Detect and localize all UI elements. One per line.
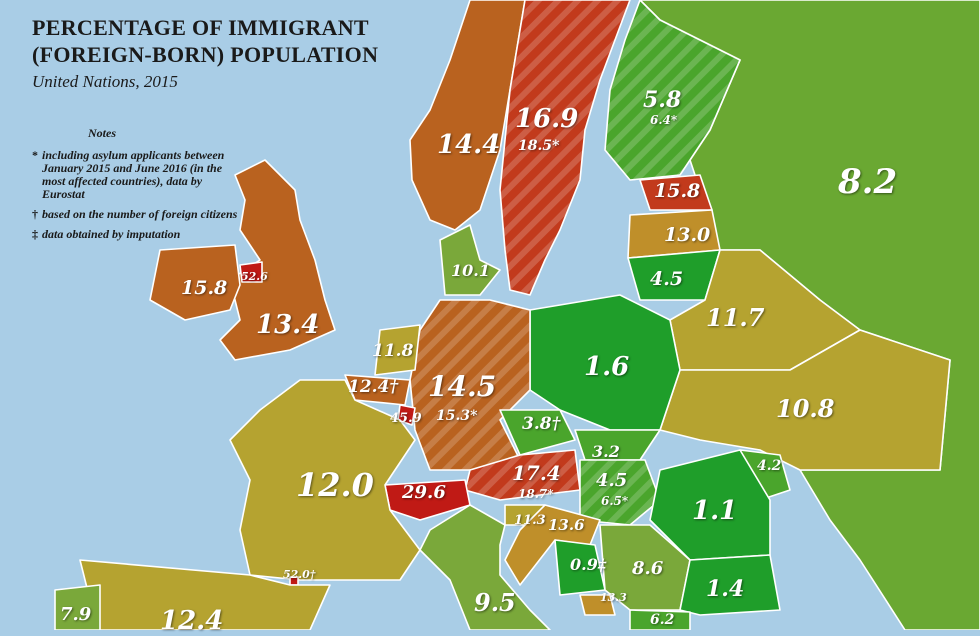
note-item: ‡ data obtained by imputation xyxy=(32,228,242,241)
map-title-line-2: (FOREIGN-BORN) POPULATION xyxy=(32,42,379,67)
label-montenegro: 13.3 xyxy=(600,591,627,604)
label-bulgaria: 1.4 xyxy=(706,576,745,602)
label-uk: 13.4 xyxy=(256,310,320,340)
label-ireland: 15.8 xyxy=(181,277,228,299)
label-spain: 12.4 xyxy=(160,606,224,636)
note-symbol: ‡ xyxy=(32,227,38,241)
region-luxembourg xyxy=(397,404,416,426)
region-northern-ireland xyxy=(239,261,263,283)
region-ireland xyxy=(149,244,241,321)
title-block: PERCENTAGE OF IMMIGRANT (FOREIGN-BORN) P… xyxy=(32,14,432,92)
label-hungary-asylum: 6.5* xyxy=(601,494,629,508)
label-finland: 5.8 xyxy=(643,87,682,113)
label-romania: 1.1 xyxy=(692,496,738,526)
label-germany: 14.5 xyxy=(428,370,497,403)
label-russia: 8.2 xyxy=(838,162,898,202)
region-denmark xyxy=(439,224,501,296)
label-bosnia: 0.9‡ xyxy=(570,555,607,574)
label-latvia: 13.0 xyxy=(664,224,711,246)
label-sweden: 16.9 xyxy=(515,104,579,134)
label-slovakia: 3.2 xyxy=(592,442,620,461)
label-finland-asylum: 6.4* xyxy=(650,113,678,127)
region-uk xyxy=(219,159,336,361)
label-austria: 17.4 xyxy=(512,461,561,485)
label-sweden-asylum: 18.5* xyxy=(518,138,560,154)
label-moldova: 4.2 xyxy=(757,458,782,474)
region-croatia xyxy=(504,504,601,586)
region-france xyxy=(229,379,421,581)
region-netherlands xyxy=(374,324,421,376)
label-northern-ireland: 52.6 xyxy=(241,270,268,283)
map-title-line-1: PERCENTAGE OF IMMIGRANT xyxy=(32,15,369,40)
region-ukraine xyxy=(659,329,951,471)
note-item: * including asylum applicants between Ja… xyxy=(32,149,242,201)
region-montenegro xyxy=(579,594,616,616)
label-czech: 3.8† xyxy=(522,414,561,434)
note-text: including asylum applicants between Janu… xyxy=(42,148,225,201)
region-macedonia xyxy=(629,609,691,630)
label-poland: 1.6 xyxy=(584,352,630,382)
label-denmark: 10.1 xyxy=(451,261,490,280)
label-ukraine: 10.8 xyxy=(776,394,835,423)
label-switzerland: 29.6 xyxy=(402,482,446,503)
label-italy: 9.5 xyxy=(474,588,516,617)
label-netherlands: 11.8 xyxy=(372,341,414,361)
label-estonia: 15.8 xyxy=(654,180,701,202)
note-text: data obtained by imputation xyxy=(42,227,181,241)
note-symbol: † xyxy=(32,207,38,221)
label-macedonia: 6.2 xyxy=(650,612,675,628)
notes-panel: Notes * including asylum applicants betw… xyxy=(32,126,242,248)
note-text: based on the number of foreign citizens xyxy=(42,207,238,221)
label-lithuania: 4.5 xyxy=(650,268,684,290)
region-italy xyxy=(419,504,551,630)
label-germany-asylum: 15.3* xyxy=(436,408,478,424)
label-austria-asylum: 18.7* xyxy=(518,487,554,501)
label-france: 12.0 xyxy=(296,466,374,504)
label-portugal: 7.9 xyxy=(60,604,92,625)
region-czech xyxy=(499,409,576,456)
label-norway: 14.4 xyxy=(437,130,501,160)
note-item: † based on the number of foreign citizen… xyxy=(32,208,242,221)
label-serbia: 8.6 xyxy=(632,558,664,579)
note-symbol: * xyxy=(32,148,38,162)
region-portugal xyxy=(54,584,101,630)
map-subtitle: United Nations, 2015 xyxy=(32,72,178,91)
label-andorra: 52.0† xyxy=(283,568,316,581)
label-belarus: 11.7 xyxy=(706,303,765,332)
label-hungary: 4.5 xyxy=(596,470,628,491)
label-slovenia: 11.3 xyxy=(514,513,546,528)
label-luxembourg: 45.9 xyxy=(390,411,422,426)
label-croatia: 13.6 xyxy=(548,516,585,534)
region-bulgaria xyxy=(679,554,781,616)
notes-heading: Notes xyxy=(88,126,116,140)
label-belgium: 12.4† xyxy=(348,377,399,397)
